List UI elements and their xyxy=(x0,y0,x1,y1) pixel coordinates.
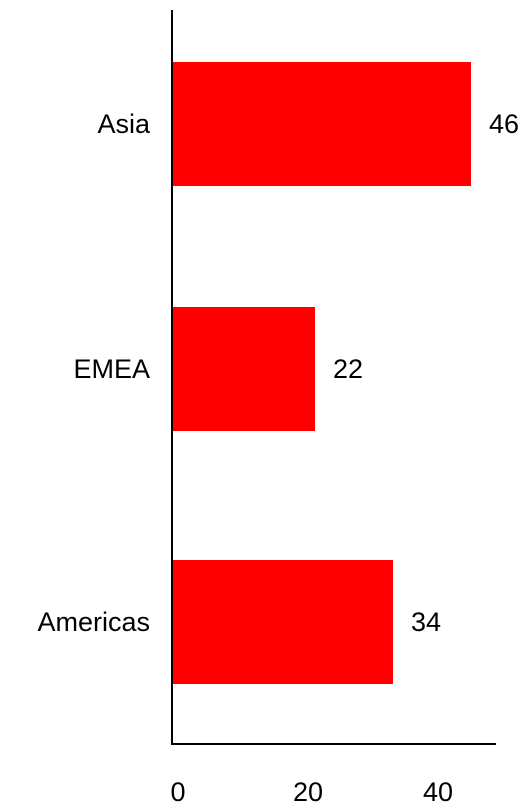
value-label-emea: 22 xyxy=(333,354,363,384)
bar-asia xyxy=(173,62,471,186)
bars-layer xyxy=(173,62,471,684)
category-label-emea: EMEA xyxy=(73,354,150,384)
category-label-asia: Asia xyxy=(97,109,151,139)
x-tick-label-0: 0 xyxy=(170,777,185,806)
labels-layer: Asia 46 EMEA 22 Americas 34 0 20 40 xyxy=(37,109,519,806)
x-tick-label-40: 40 xyxy=(423,777,453,806)
x-tick-label-20: 20 xyxy=(293,777,323,806)
bar-americas xyxy=(173,560,393,684)
value-label-asia: 46 xyxy=(489,109,519,139)
bar-emea xyxy=(173,307,315,431)
value-label-americas: 34 xyxy=(411,607,441,637)
category-label-americas: Americas xyxy=(37,607,150,637)
